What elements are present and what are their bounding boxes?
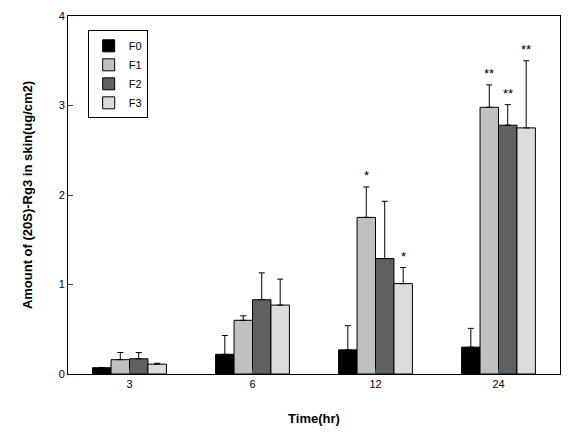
svg-text:*: *	[364, 168, 369, 183]
svg-text:4: 4	[59, 10, 65, 22]
svg-text:2: 2	[59, 189, 65, 201]
svg-text:**: **	[521, 42, 531, 57]
svg-text:24: 24	[492, 378, 504, 390]
svg-text:1: 1	[59, 278, 65, 290]
svg-text:F2: F2	[129, 78, 142, 90]
svg-text:**: **	[503, 86, 513, 101]
svg-text:3: 3	[59, 99, 65, 111]
svg-text:0: 0	[59, 368, 65, 380]
svg-text:Amount of (20S)-Rg3 in skin(ug: Amount of (20S)-Rg3 in skin(ug/cm2)	[20, 81, 35, 309]
svg-text:3: 3	[126, 378, 132, 390]
svg-text:12: 12	[369, 378, 381, 390]
svg-text:*: *	[401, 249, 406, 264]
svg-text:F3: F3	[129, 97, 142, 109]
svg-text:6: 6	[249, 378, 255, 390]
svg-text:**: **	[484, 66, 494, 81]
svg-text:Time(hr): Time(hr)	[288, 411, 340, 426]
svg-text:F1: F1	[129, 59, 142, 71]
svg-text:F0: F0	[129, 40, 142, 52]
